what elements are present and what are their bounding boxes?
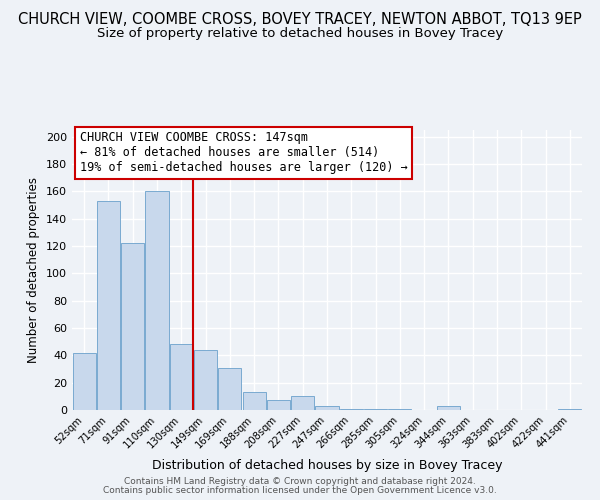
Bar <box>559 408 581 410</box>
Bar <box>218 368 241 410</box>
Text: Contains HM Land Registry data © Crown copyright and database right 2024.: Contains HM Land Registry data © Crown c… <box>124 477 476 486</box>
Bar <box>242 392 266 410</box>
Bar <box>145 192 169 410</box>
Bar <box>291 396 314 410</box>
X-axis label: Distribution of detached houses by size in Bovey Tracey: Distribution of detached houses by size … <box>152 459 502 472</box>
Text: Contains public sector information licensed under the Open Government Licence v3: Contains public sector information licen… <box>103 486 497 495</box>
Y-axis label: Number of detached properties: Number of detached properties <box>28 177 40 363</box>
Bar <box>73 352 95 410</box>
Bar <box>316 406 338 410</box>
Bar <box>267 400 290 410</box>
Bar <box>97 201 120 410</box>
Bar <box>121 244 144 410</box>
Text: CHURCH VIEW COOMBE CROSS: 147sqm
← 81% of detached houses are smaller (514)
19% : CHURCH VIEW COOMBE CROSS: 147sqm ← 81% o… <box>80 132 407 174</box>
Bar <box>340 408 363 410</box>
Bar <box>364 408 387 410</box>
Bar <box>170 344 193 410</box>
Bar <box>437 406 460 410</box>
Bar <box>388 408 412 410</box>
Text: Size of property relative to detached houses in Bovey Tracey: Size of property relative to detached ho… <box>97 28 503 40</box>
Text: CHURCH VIEW, COOMBE CROSS, BOVEY TRACEY, NEWTON ABBOT, TQ13 9EP: CHURCH VIEW, COOMBE CROSS, BOVEY TRACEY,… <box>18 12 582 28</box>
Bar <box>194 350 217 410</box>
